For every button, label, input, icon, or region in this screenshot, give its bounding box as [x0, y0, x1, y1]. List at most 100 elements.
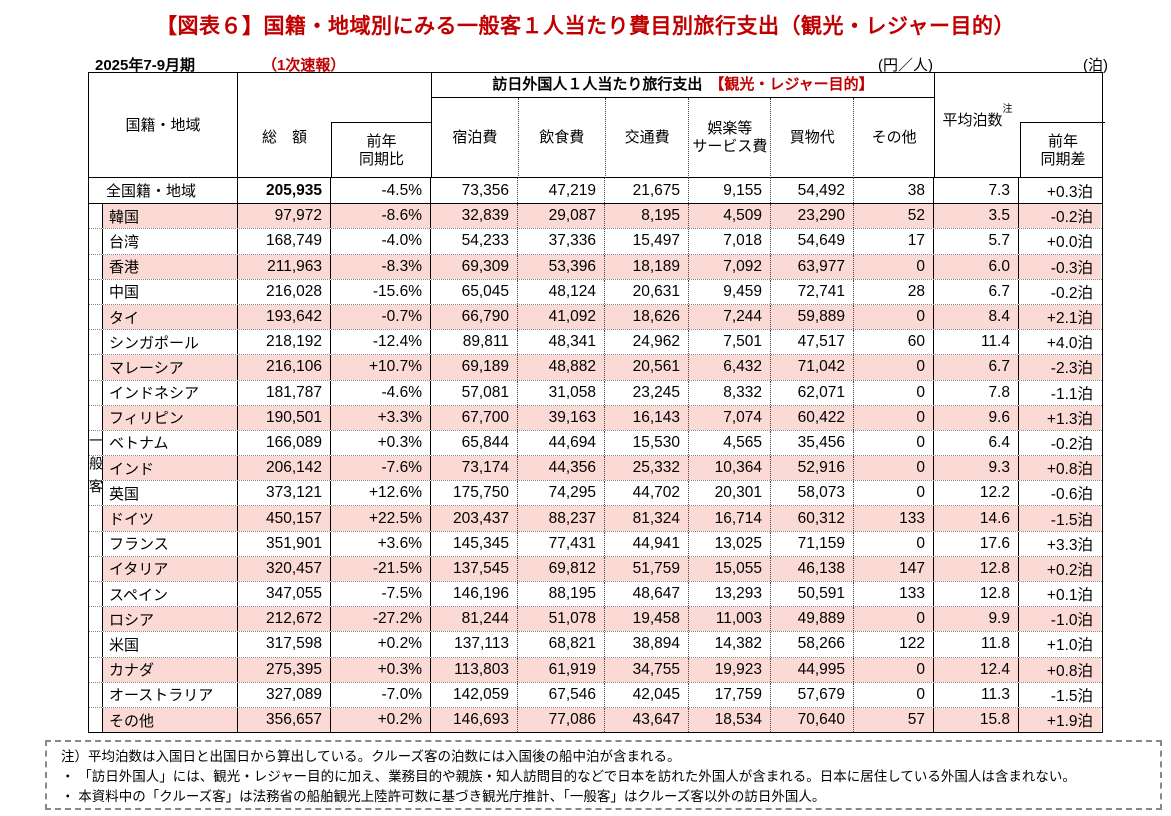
group-strip-cell [89, 380, 103, 405]
value-cell-other: 122 [854, 632, 934, 657]
country-name-cell: 中国 [103, 279, 238, 304]
value-cell-nights: 9.6 [934, 405, 1019, 430]
value-cell-other: 0 [854, 456, 934, 481]
value-cell-total: 216,028 [238, 279, 331, 304]
value-cell-total: 166,089 [238, 430, 331, 456]
value-cell-total: 205,935 [238, 178, 331, 204]
value-cell-nights: 12.2 [934, 481, 1019, 506]
value-cell-lodging: 54,233 [431, 229, 518, 254]
value-cell-lodging: 137,545 [431, 556, 518, 581]
group-strip-cell [89, 229, 103, 254]
value-cell-total: 168,749 [238, 229, 331, 254]
value-cell-transport: 16,143 [605, 405, 689, 430]
value-cell-shopping: 23,290 [771, 204, 854, 229]
country-name-cell: フランス [103, 531, 238, 556]
value-cell-transport: 48,647 [605, 582, 689, 607]
value-cell-nights: 11.8 [934, 632, 1019, 657]
value-cell-entertainment: 15,055 [689, 556, 771, 581]
header-cost-item: 買物代 [771, 98, 855, 178]
value-cell-food: 67,546 [518, 682, 605, 707]
value-cell-other: 17 [854, 229, 934, 254]
value-cell-other: 52 [854, 204, 934, 229]
value-cell-nights_diff: +0.8泊 [1019, 657, 1101, 682]
value-cell-nights_diff: +3.3泊 [1046, 536, 1093, 554]
footnotes: 注）平均泊数は入国日と出国日から算出している。クルーズ客の泊数には入国後の船中泊… [45, 740, 1162, 810]
table-row: スペイン 347,055 -7.5% 146,196 88,195 48,647 13,29… [89, 581, 1102, 607]
value-cell-nights_diff: -1.5泊 [1019, 506, 1101, 531]
country-name-cell: 韓国 [103, 204, 238, 229]
header-cost-item: 交通費 [606, 98, 690, 178]
value-cell-yoy: -27.2% [331, 607, 431, 632]
value-cell-nights: 6.7 [934, 279, 1019, 304]
country-name-cell: イタリア [103, 556, 238, 581]
value-cell-yoy: -8.3% [331, 254, 431, 279]
value-cell-yoy: -21.5% [331, 556, 431, 581]
country-name-cell: ドイツ [103, 506, 238, 531]
country-name-cell: カナダ [103, 657, 238, 682]
value-cell-food: 44,356 [518, 456, 605, 481]
value-cell-shopping: 57,679 [771, 682, 854, 707]
value-cell-transport: 81,324 [605, 506, 689, 531]
country-name-cell: シンガポール [103, 330, 238, 355]
country-name-cell: ベトナム [103, 430, 238, 456]
table-row: 全国籍・地域 205,935 -4.5% 73,356 47,219 21,675 9,15… [89, 178, 1102, 204]
country-name-cell: インドネシア [103, 380, 238, 405]
value-cell-shopping: 63,977 [771, 254, 854, 279]
table-row: 韓国 97,972 -8.6% 32,839 29,087 8,195 4,509 23,29… [89, 203, 1102, 229]
value-cell-nights: 12.8 [934, 556, 1019, 581]
value-cell-nights: 12.8 [934, 582, 1019, 607]
value-cell-food: 31,058 [518, 380, 605, 405]
unit-yen-label: (円／人) [878, 57, 933, 74]
country-name-cell: 台湾 [103, 229, 238, 254]
value-cell-other: 133 [854, 582, 934, 607]
country-name-cell: インド [103, 456, 238, 481]
group-strip-cell [89, 607, 103, 632]
group-strip-cell [89, 456, 103, 481]
value-cell-yoy: -0.7% [331, 304, 431, 330]
group-strip-cell [89, 405, 103, 430]
value-cell-nights_diff: -0.6泊 [1050, 486, 1093, 504]
value-cell-nights: 17.6 [934, 531, 1019, 556]
value-cell-shopping: 59,889 [771, 304, 854, 330]
value-cell-shopping: 60,312 [771, 506, 854, 531]
value-cell-yoy: +0.2% [331, 707, 431, 733]
value-cell-lodging: 146,196 [431, 582, 518, 607]
value-cell-lodging: 69,189 [431, 355, 518, 380]
value-cell-nights: 9.9 [934, 607, 1019, 632]
value-cell-shopping: 52,916 [771, 456, 854, 481]
value-cell-entertainment: 6,432 [689, 355, 771, 380]
value-cell-nights_diff: +4.0泊 [1046, 335, 1093, 353]
value-cell-entertainment: 7,501 [689, 330, 771, 355]
header-cost-item: 飲食費 [519, 98, 606, 178]
value-cell-nights_diff: -1.1泊 [1050, 385, 1093, 403]
value-cell-transport: 20,561 [605, 355, 689, 380]
header-nights-group: 平均泊数注 前年 同期差 [934, 73, 1105, 178]
table-row: その他 356,657 +0.2% 146,693 77,086 43,647 18,534… [89, 706, 1102, 733]
value-cell-nights: 15.8 [934, 707, 1019, 733]
value-cell-yoy: +3.3% [331, 405, 431, 430]
value-cell-nights: 6.4 [934, 430, 1019, 456]
table-row: フランス 351,901 +3.6% 145,345 77,431 44,941 13,02… [89, 530, 1102, 556]
value-cell-transport: 18,626 [605, 304, 689, 330]
value-cell-shopping: 71,159 [771, 531, 854, 556]
value-cell-food: 48,124 [518, 279, 605, 304]
value-cell-entertainment: 7,018 [689, 229, 771, 254]
group-strip-cell [89, 279, 103, 304]
value-cell-shopping: 58,266 [771, 632, 854, 657]
value-cell-total: 351,901 [238, 531, 331, 556]
table-row: フィリピン 190,501 +3.3% 67,700 39,163 16,143 7,074… [89, 404, 1102, 430]
value-cell-lodging: 142,059 [431, 682, 518, 707]
value-cell-lodging: 32,839 [431, 204, 518, 229]
footnote-line: ・ 本資料中の「クルーズ客」は法務省の船舶観光上陸許可数に基づき観光庁推計、「一… [61, 789, 826, 804]
value-cell-nights_diff: +0.8泊 [1019, 456, 1101, 481]
value-cell-food: 77,431 [518, 531, 605, 556]
value-cell-nights_diff: +0.3泊 [1046, 183, 1093, 201]
value-cell-lodging: 73,356 [431, 178, 518, 204]
value-cell-lodging: 89,811 [431, 330, 518, 355]
header-group-title: 訪日外国人１人当たり旅行支出 【観光・レジャー目的】 [431, 73, 934, 98]
value-cell-total: 211,963 [238, 254, 331, 279]
value-cell-food: 37,336 [518, 229, 605, 254]
value-cell-entertainment: 7,092 [689, 254, 771, 279]
value-cell-nights: 5.7 [934, 229, 1019, 254]
value-cell-other: 0 [854, 682, 934, 707]
